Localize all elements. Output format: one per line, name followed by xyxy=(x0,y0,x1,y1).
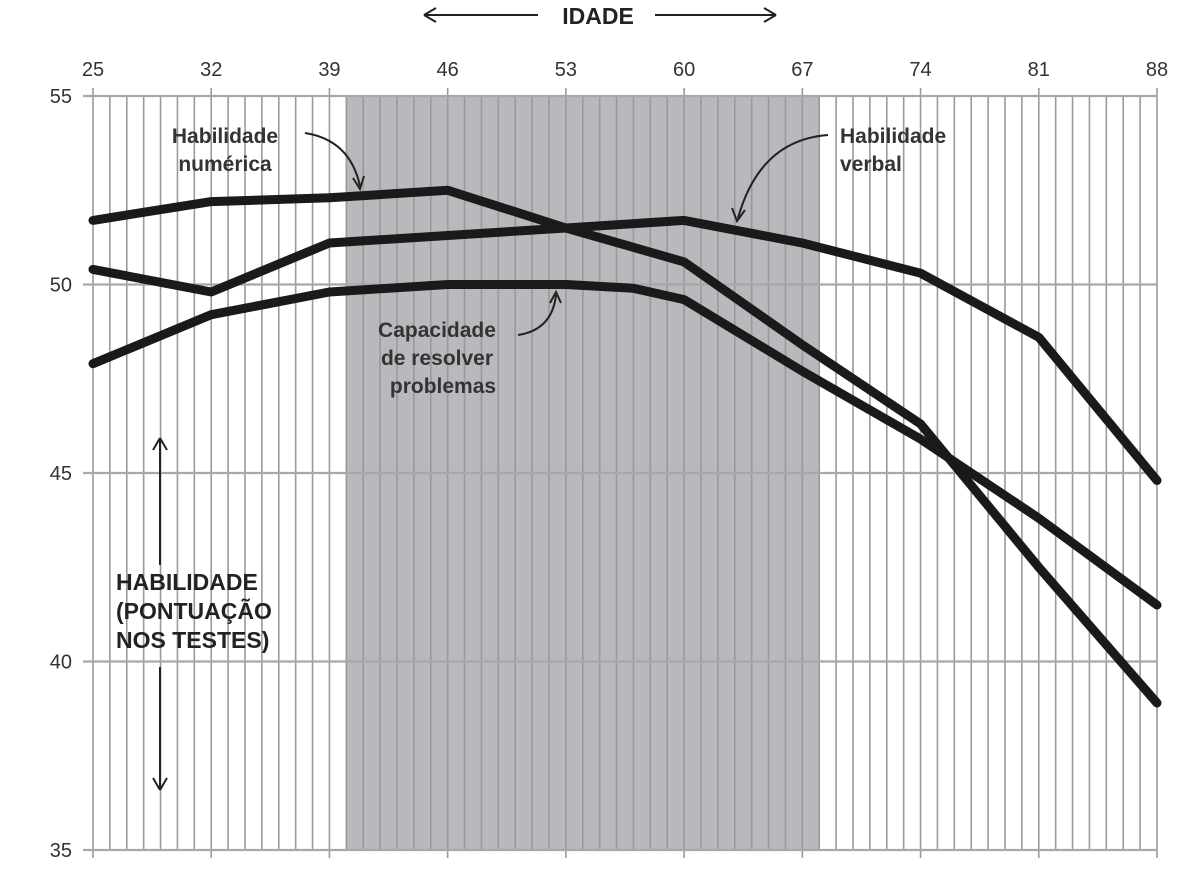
y-axis-title-line: (PONTUAÇÃO xyxy=(116,597,272,624)
y-tick-labels: 35 40 45 50 55 xyxy=(50,86,72,862)
y-tick-label: 50 xyxy=(50,275,72,297)
x-tick-labels: 25 32 39 46 53 60 67 74 81 88 xyxy=(82,59,1168,81)
pointer-arrow-icon xyxy=(517,294,557,336)
arrowhead-icon xyxy=(731,207,746,224)
x-axis-title: IDADE xyxy=(562,3,634,29)
pointer-arrow-icon xyxy=(737,134,829,219)
x-axis-title-group: IDADE xyxy=(423,3,777,29)
y-tick-label: 35 xyxy=(50,840,72,862)
arrow-left-icon xyxy=(423,7,437,23)
series-label-line: numérica xyxy=(178,153,272,176)
x-tick-label: 39 xyxy=(318,59,340,81)
series-label-problemas: Capacidade de resolver problemas xyxy=(378,289,562,398)
series-label-line: de resolver xyxy=(381,347,493,370)
series-label-numerica: Habilidade numérica xyxy=(172,125,365,192)
x-tick-label: 60 xyxy=(673,59,695,81)
x-tick-label: 88 xyxy=(1146,59,1168,81)
arrow-up-icon xyxy=(152,437,168,451)
y-tick-label: 45 xyxy=(50,463,72,485)
y-axis-title-line: HABILIDADE xyxy=(116,569,258,595)
arrow-right-icon xyxy=(763,7,777,23)
x-tick-label: 32 xyxy=(200,59,222,81)
arrow-down-icon xyxy=(152,777,168,791)
y-tick-label: 55 xyxy=(50,86,72,108)
x-tick-label: 81 xyxy=(1028,59,1050,81)
y-axis-title-line: NOS TESTES) xyxy=(116,627,269,653)
x-tick-label: 74 xyxy=(909,59,931,81)
series-label-line: verbal xyxy=(840,153,902,176)
x-tick-label: 53 xyxy=(555,59,577,81)
x-tick-label: 46 xyxy=(437,59,459,81)
y-axis-title-group: HABILIDADE (PONTUAÇÃO NOS TESTES) xyxy=(116,437,272,791)
series-line-2 xyxy=(88,280,1162,610)
horizontal-grid xyxy=(83,94,1157,852)
series-label-verbal: Habilidade verbal xyxy=(731,125,946,224)
x-tick-label: 67 xyxy=(791,59,813,81)
pointer-arrow-icon xyxy=(304,132,361,187)
x-tick-label: 25 xyxy=(82,59,104,81)
series-label-line: Capacidade xyxy=(378,319,496,342)
series-line-0 xyxy=(88,185,1162,708)
series-label-line: Habilidade xyxy=(840,125,946,148)
series-lines xyxy=(88,185,1162,708)
series-label-line: Habilidade xyxy=(172,125,278,148)
series-line-1 xyxy=(88,215,1162,485)
series-label-line: problemas xyxy=(390,375,496,398)
arrowhead-icon xyxy=(352,175,365,192)
y-tick-label: 40 xyxy=(50,652,72,674)
arrowhead-icon xyxy=(549,289,562,304)
